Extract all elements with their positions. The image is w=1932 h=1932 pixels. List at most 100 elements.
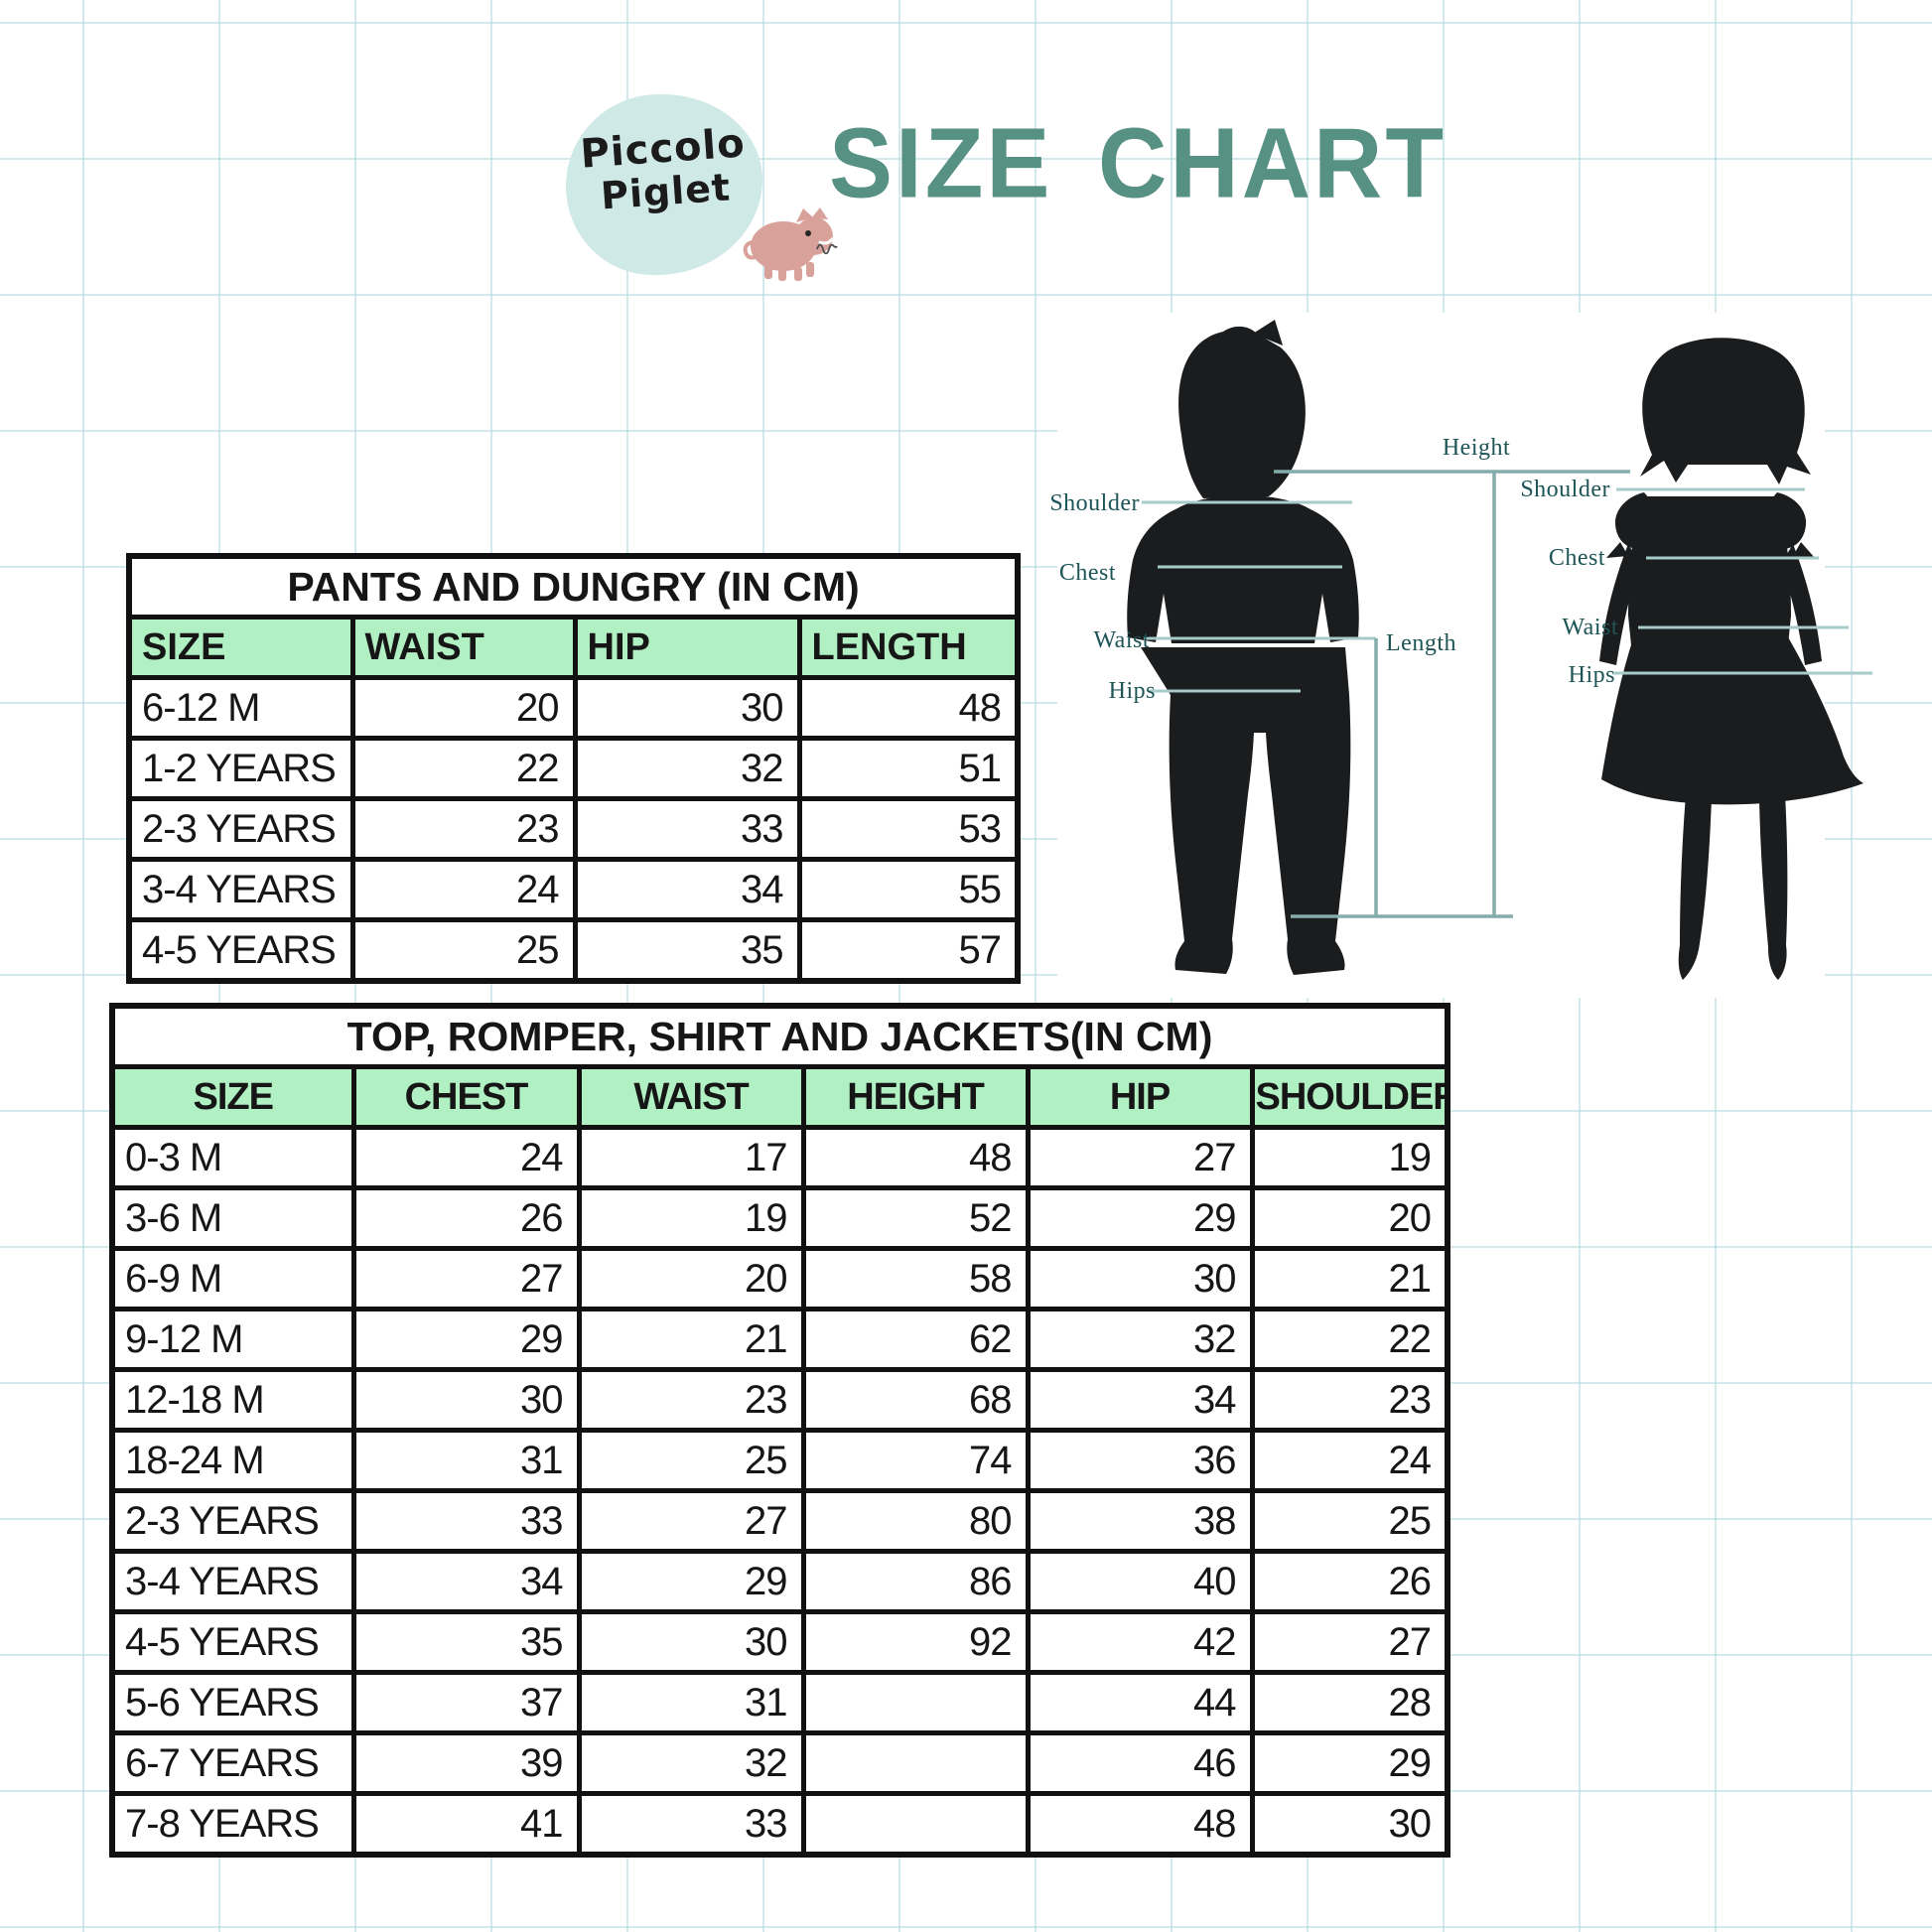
size-cell: 9-12 M <box>109 1307 356 1372</box>
size-cell: 3-4 YEARS <box>109 1549 356 1614</box>
size-cell: 2-3 YEARS <box>126 796 355 862</box>
height-cell: 68 <box>800 1367 1031 1433</box>
hip-cell: 34 <box>1025 1367 1255 1433</box>
size-cell: 3-4 YEARS <box>126 857 355 922</box>
length-cell: 55 <box>796 857 1021 922</box>
girl-chest-label: Chest <box>1549 545 1605 571</box>
pants-table-row: 2-3 YEARS 23 33 53 <box>126 796 1021 862</box>
chest-cell: 27 <box>350 1246 582 1311</box>
pants-header-waist: WAIST <box>349 615 578 680</box>
height-cell: 86 <box>800 1549 1031 1614</box>
height-cell <box>800 1791 1031 1858</box>
tops-table-row: 18-24 M 31 25 74 36 24 <box>109 1428 1450 1493</box>
size-cell: 12-18 M <box>109 1367 356 1433</box>
waist-cell: 25 <box>576 1428 806 1493</box>
hip-cell: 30 <box>1025 1246 1255 1311</box>
length-cell: 48 <box>796 675 1021 741</box>
size-cell: 6-9 M <box>109 1246 356 1311</box>
hip-cell: 46 <box>1025 1730 1255 1796</box>
size-cell: 4-5 YEARS <box>109 1609 356 1675</box>
chest-cell: 35 <box>350 1609 582 1675</box>
hip-cell: 32 <box>572 736 802 801</box>
hip-cell: 27 <box>1025 1125 1255 1190</box>
hip-cell: 44 <box>1025 1670 1255 1735</box>
shoulder-cell: 29 <box>1249 1730 1450 1796</box>
height-cell: 80 <box>800 1488 1031 1554</box>
chest-cell: 31 <box>350 1428 582 1493</box>
waist-cell: 19 <box>576 1185 806 1251</box>
pants-table-row: 3-4 YEARS 24 34 55 <box>126 857 1021 922</box>
girl-silhouette <box>1599 338 1863 980</box>
boy-silhouette <box>1127 320 1359 975</box>
chest-cell: 39 <box>350 1730 582 1796</box>
girl-waist-label: Waist <box>1562 615 1618 640</box>
waist-cell: 21 <box>576 1307 806 1372</box>
tops-table-row: 12-18 M 30 23 68 34 23 <box>109 1367 1450 1433</box>
waist-cell: 32 <box>576 1730 806 1796</box>
tops-table-row: 6-7 YEARS 39 32 46 29 <box>109 1730 1450 1796</box>
length-label: Length <box>1386 630 1456 656</box>
chest-cell: 30 <box>350 1367 582 1433</box>
chest-cell: 37 <box>350 1670 582 1735</box>
girl-shoulder-label: Shoulder <box>1520 477 1610 502</box>
pants-table-row: 1-2 YEARS 22 32 51 <box>126 736 1021 801</box>
pants-table-row: 4-5 YEARS 25 35 57 <box>126 917 1021 984</box>
hip-cell: 36 <box>1025 1428 1255 1493</box>
tops-table-row: 7-8 YEARS 41 33 48 30 <box>109 1791 1450 1858</box>
size-cell: 4-5 YEARS <box>126 917 355 984</box>
size-cell: 2-3 YEARS <box>109 1488 356 1554</box>
shoulder-cell: 24 <box>1249 1428 1450 1493</box>
size-cell: 0-3 M <box>109 1125 356 1190</box>
tops-table-row: 3-6 M 26 19 52 29 20 <box>109 1185 1450 1251</box>
shoulder-cell: 28 <box>1249 1670 1450 1735</box>
length-cell: 53 <box>796 796 1021 862</box>
waist-cell: 23 <box>349 796 578 862</box>
shoulder-cell: 26 <box>1249 1549 1450 1614</box>
tops-table: TOP, ROMPER, SHIRT AND JACKETS(IN CM) SI… <box>109 1003 1451 1858</box>
tops-header-chest: CHEST <box>350 1064 582 1130</box>
tops-header-hip: HIP <box>1025 1064 1255 1130</box>
hip-cell: 34 <box>572 857 802 922</box>
hip-cell: 35 <box>572 917 802 984</box>
waist-cell: 17 <box>576 1125 806 1190</box>
brand-logo: Piccolo Piglet <box>579 120 750 217</box>
size-cell: 5-6 YEARS <box>109 1670 356 1735</box>
scribble-doodle-icon <box>816 243 838 254</box>
height-cell: 74 <box>800 1428 1031 1493</box>
tops-table-row: 0-3 M 24 17 48 27 19 <box>109 1125 1450 1190</box>
tops-header-size: SIZE <box>109 1064 356 1130</box>
waist-cell: 20 <box>576 1246 806 1311</box>
measurement-figures: Shoulder Chest Waist Hips Height Length … <box>1049 320 1872 980</box>
chest-cell: 41 <box>350 1791 582 1858</box>
waist-cell: 22 <box>349 736 578 801</box>
tops-table-row: 6-9 M 27 20 58 30 21 <box>109 1246 1450 1311</box>
tops-table-row: 3-4 YEARS 34 29 86 40 26 <box>109 1549 1450 1614</box>
page-title: SIZE CHART <box>829 108 1447 219</box>
hip-cell: 32 <box>1025 1307 1255 1372</box>
chest-cell: 34 <box>350 1549 582 1614</box>
shoulder-cell: 30 <box>1249 1791 1450 1858</box>
tops-table-row: 2-3 YEARS 33 27 80 38 25 <box>109 1488 1450 1554</box>
hip-cell: 40 <box>1025 1549 1255 1614</box>
shoulder-cell: 19 <box>1249 1125 1450 1190</box>
height-cell <box>800 1730 1031 1796</box>
shoulder-cell: 27 <box>1249 1609 1450 1675</box>
shoulder-cell: 20 <box>1249 1185 1450 1251</box>
height-cell: 52 <box>800 1185 1031 1251</box>
size-cell: 7-8 YEARS <box>109 1791 356 1858</box>
hip-cell: 48 <box>1025 1791 1255 1858</box>
size-cell: 1-2 YEARS <box>126 736 355 801</box>
size-cell: 6-7 YEARS <box>109 1730 356 1796</box>
waist-cell: 24 <box>349 857 578 922</box>
height-label: Height <box>1443 435 1510 461</box>
tops-table-section: TOP, ROMPER, SHIRT AND JACKETS(IN CM) SI… <box>109 1003 1451 1858</box>
tops-table-title: TOP, ROMPER, SHIRT AND JACKETS(IN CM) <box>109 1003 1450 1069</box>
hip-cell: 33 <box>572 796 802 862</box>
tops-table-row: 4-5 YEARS 35 30 92 42 27 <box>109 1609 1450 1675</box>
height-cell: 62 <box>800 1307 1031 1372</box>
size-cell: 18-24 M <box>109 1428 356 1493</box>
logo-blob <box>566 94 762 275</box>
pants-header-length: LENGTH <box>796 615 1021 680</box>
hip-cell: 42 <box>1025 1609 1255 1675</box>
shoulder-cell: 25 <box>1249 1488 1450 1554</box>
